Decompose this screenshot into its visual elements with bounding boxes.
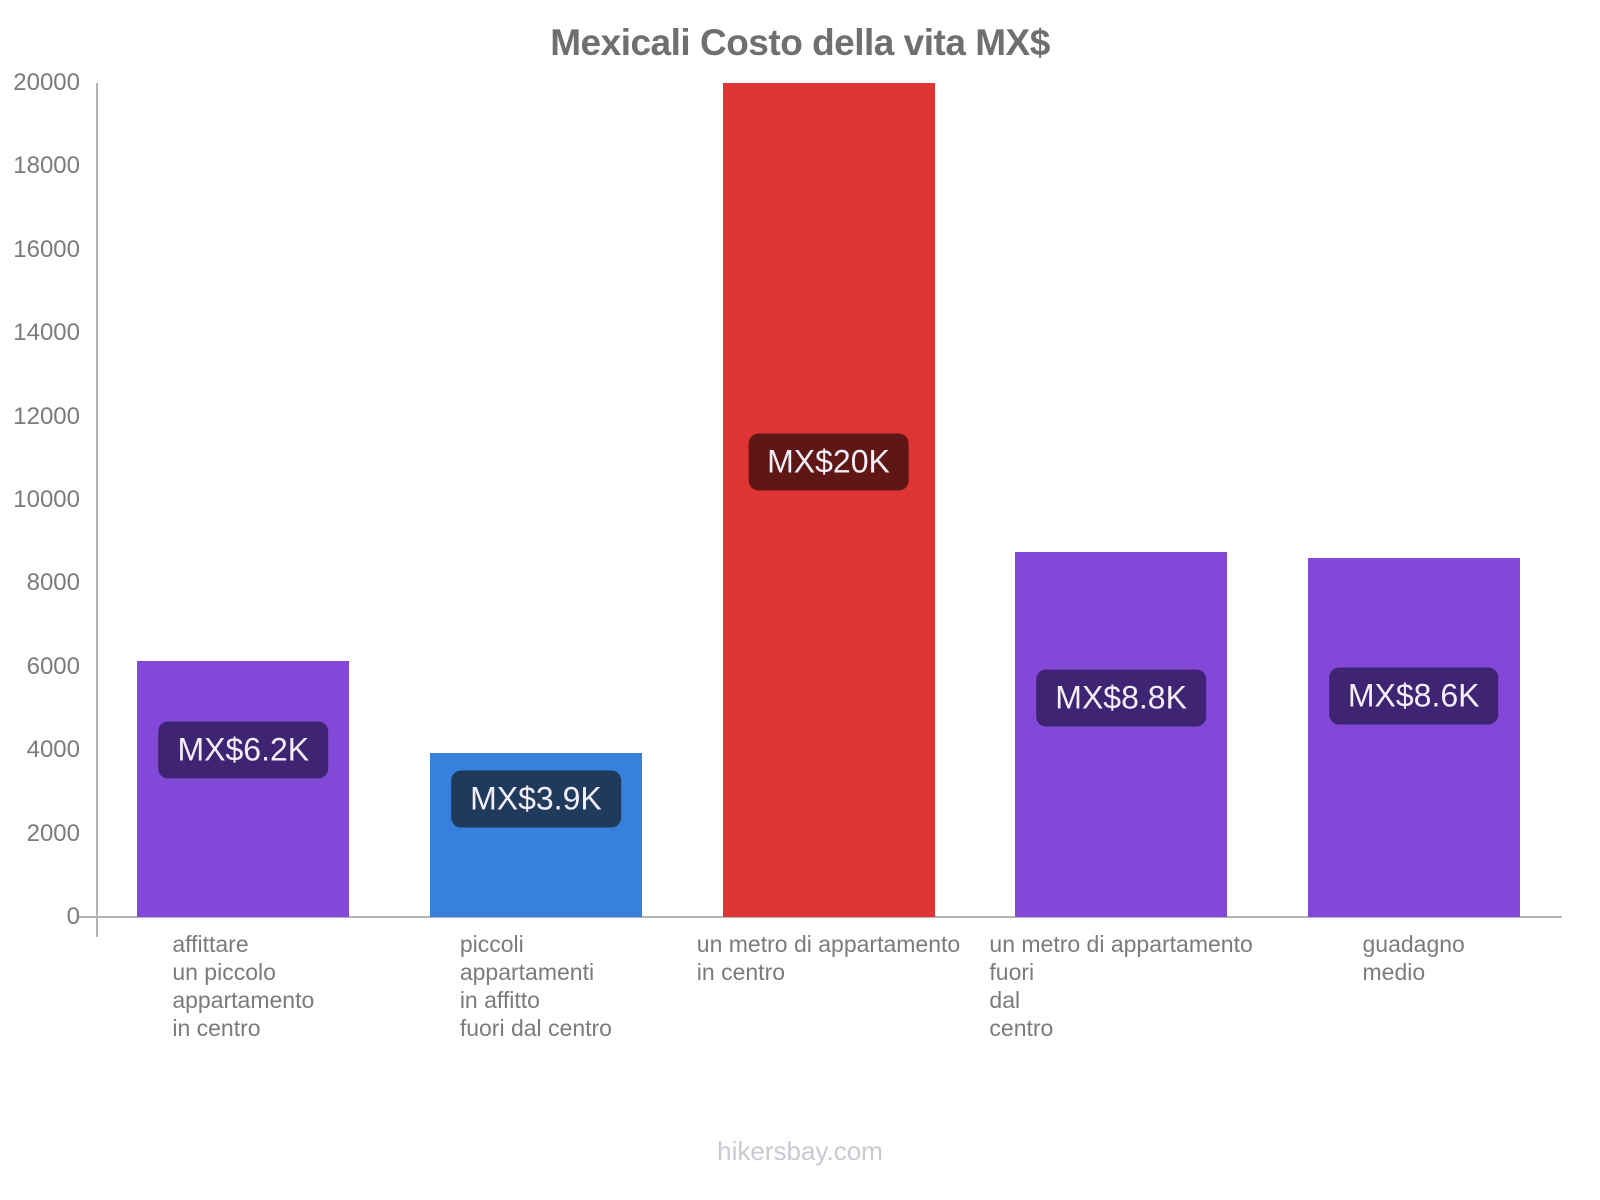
bar: MX$6.2K	[137, 660, 350, 917]
bar: MX$8.6K	[1307, 558, 1520, 917]
x-axis-label: guadagno medio	[1362, 931, 1465, 985]
bar: MX$8.8K	[1015, 552, 1228, 917]
bar-value-badge: MX$8.6K	[1328, 667, 1499, 725]
y-tick-label: 14000	[13, 319, 80, 347]
bar-value-badge: MX$8.8K	[1036, 669, 1206, 727]
bar-value-badge: MX$20K	[748, 433, 909, 491]
y-tick-label: 20000	[13, 69, 80, 96]
y-tick-label: 8000	[26, 569, 80, 597]
y-tick-label: 4000	[26, 736, 80, 764]
y-tick-label: 18000	[13, 152, 80, 180]
chart-title: Mexicali Costo della vita MX$	[550, 22, 1050, 63]
x-axis-label: piccoli appartamenti in affitto fuori da…	[459, 931, 612, 1041]
y-tick-label: 2000	[26, 819, 80, 847]
x-axis-label: un metro di appartamento fuori dal centr…	[989, 931, 1253, 1041]
bar: MX$20K	[722, 83, 935, 917]
bar-value-badge: MX$3.9K	[451, 770, 621, 828]
footer-watermark: hikersbay.com	[717, 1136, 883, 1166]
bar: MX$3.9K	[429, 753, 642, 917]
y-axis-line	[96, 83, 98, 937]
y-tick-label: 16000	[13, 235, 80, 263]
y-tick-label: 12000	[13, 402, 80, 430]
bar-value-badge: MX$6.2K	[158, 721, 329, 779]
y-tick-label: 0	[66, 903, 80, 930]
x-axis-label: affittare un piccolo appartamento in cen…	[172, 931, 315, 1041]
y-tick-label: 10000	[13, 486, 80, 513]
x-axis-line	[78, 916, 1562, 918]
x-axis-label: un metro di appartamento in centro	[696, 931, 961, 985]
y-tick-label: 6000	[26, 652, 80, 680]
